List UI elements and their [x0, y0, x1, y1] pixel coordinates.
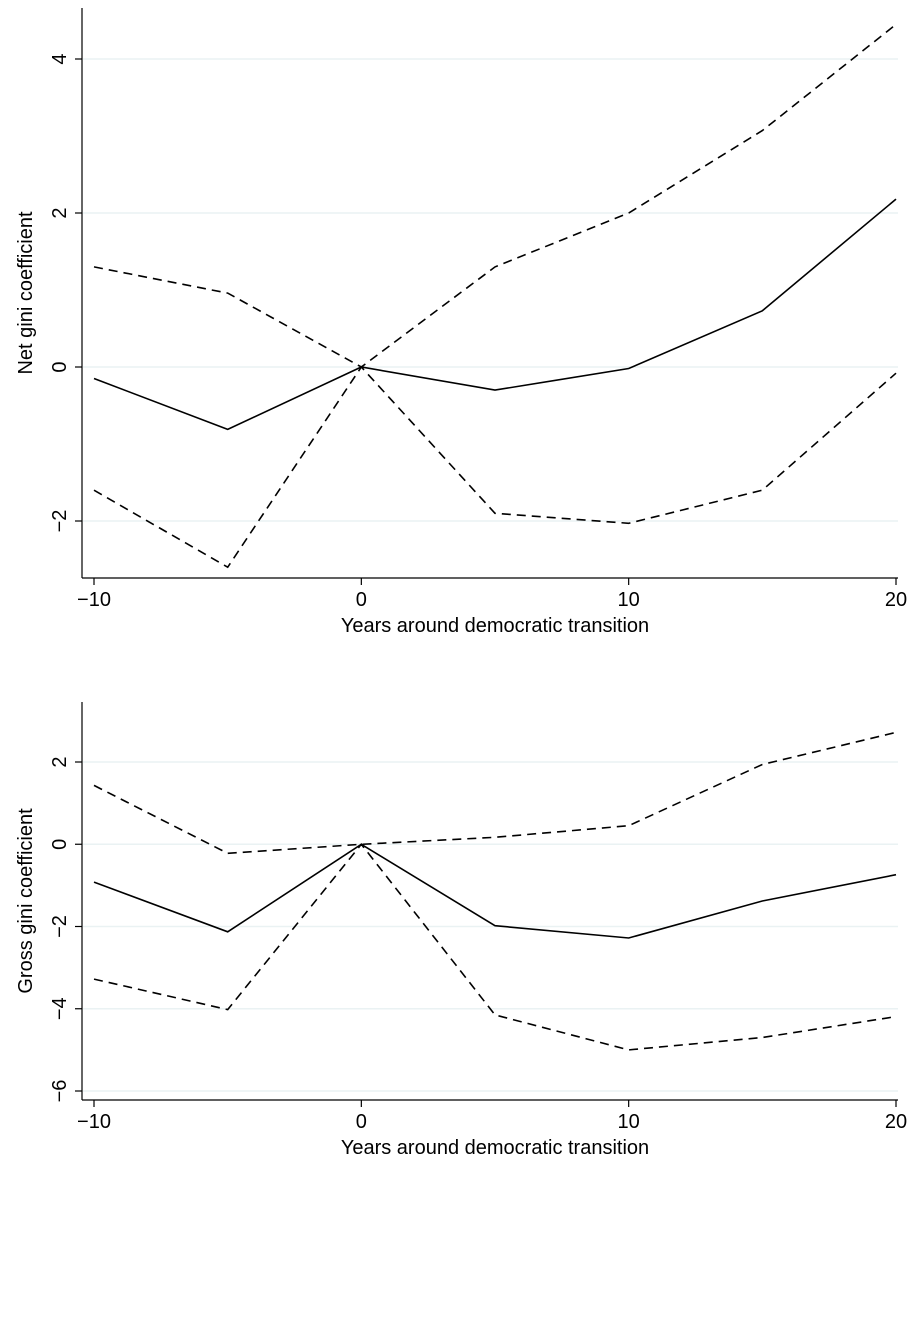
y-tick-label: 4: [49, 53, 71, 64]
x-axis-title: Years around democratic transition: [341, 1137, 649, 1159]
x-tick-label: −10: [77, 1111, 111, 1133]
y-axis-title: Net gini coefficient: [15, 211, 37, 375]
chart-panel-2: −6 −4 −2 0 2 −10 0 10 20 Years around democratic …: [15, 702, 907, 1159]
x-axis-title: Years around democratic transition: [341, 615, 649, 637]
y-tick-label: −6: [49, 1080, 71, 1103]
chart-panel-1: −2 0 2 4 −10 0 10 20 Years around democratic tra…: [15, 8, 907, 637]
y-tick-label: 0: [49, 361, 71, 372]
x-tick-label: 10: [618, 1111, 640, 1133]
x-tick-label: 0: [356, 1111, 367, 1133]
x-tick-label: 20: [885, 1111, 907, 1133]
series-line-upper: [93, 731, 897, 855]
y-axis-title: Gross gini coefficient: [15, 808, 37, 994]
x-tick-label: 10: [618, 589, 640, 611]
y-tick-label: 2: [49, 756, 71, 767]
y-tick-label: 0: [49, 839, 71, 850]
x-tick-label: −10: [77, 589, 111, 611]
y-tick-label: −4: [49, 997, 71, 1020]
series-line-lower: [93, 843, 897, 1051]
series-line-estimate: [93, 843, 897, 939]
x-tick-label: 0: [356, 589, 367, 611]
y-tick-label: −2: [49, 915, 71, 938]
series-line-lower: [93, 365, 897, 569]
y-tick-label: −2: [49, 510, 71, 533]
series-line-estimate: [93, 198, 897, 431]
series-line-upper: [93, 23, 897, 368]
y-tick-label: 2: [49, 207, 71, 218]
x-tick-label: 20: [885, 589, 907, 611]
